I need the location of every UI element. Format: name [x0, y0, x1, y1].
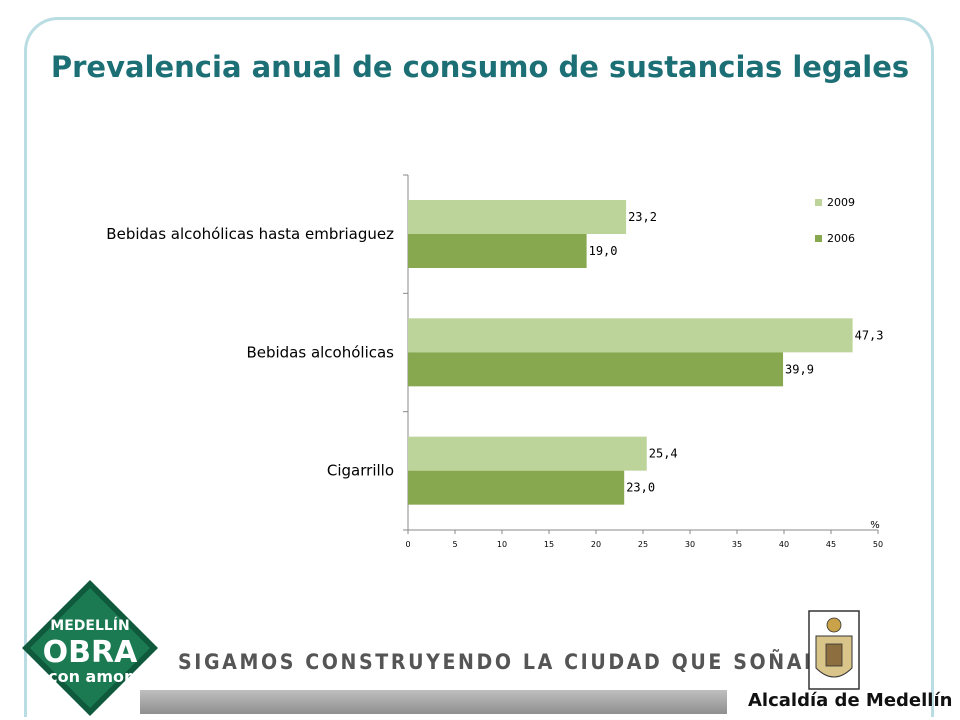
data-label: 25,4 [649, 447, 678, 461]
legend-swatch-2009 [815, 199, 822, 206]
footer-stripe [140, 690, 727, 714]
x-tick-label: 15 [544, 540, 554, 549]
alcaldia-label: Alcaldía de Medellín [748, 690, 953, 711]
medellin-obra-logo: MEDELLÍN OBRA con amor [22, 580, 158, 716]
category-label: Bebidas alcohólicas hasta embriaguez [106, 225, 394, 243]
data-label: 19,0 [589, 244, 618, 258]
x-tick-label: 25 [638, 540, 648, 549]
category-label: Cigarrillo [327, 462, 394, 480]
legend-swatch-2006 [815, 235, 822, 242]
x-tick-label: 20 [591, 540, 601, 549]
x-tick-label: 35 [732, 540, 742, 549]
bar-2006 [408, 234, 587, 268]
slide-frame [24, 17, 934, 717]
bar-2009 [408, 436, 647, 471]
bar-2006 [408, 352, 784, 387]
x-tick-label: 0 [405, 540, 410, 549]
x-tick-label: 45 [826, 540, 836, 549]
legend-label-2006: 2006 [827, 232, 855, 245]
logo-line1: MEDELLÍN [50, 617, 129, 634]
x-tick-label: 5 [452, 540, 457, 549]
logo-line3: con amor [48, 667, 132, 686]
logo-line2: OBRA [43, 635, 138, 670]
coat-of-arms-icon [808, 610, 860, 690]
x-unit-label: % [870, 520, 880, 531]
bar-2006 [408, 470, 625, 505]
x-tick-label: 30 [685, 540, 695, 549]
x-tick-label: 10 [497, 540, 507, 549]
category-label: Bebidas alcohólicas [246, 343, 394, 361]
slide-title: Prevalencia anual de consumo de sustanci… [50, 50, 910, 84]
x-tick-label: 40 [779, 540, 789, 549]
bar-2009 [408, 200, 627, 234]
data-label: 23,2 [628, 210, 657, 224]
data-label: 47,3 [855, 328, 884, 342]
slogan-text: SIGAMOS CONSTRUYENDO LA CIUDAD QUE SOÑAM… [178, 650, 861, 675]
data-label: 23,0 [626, 481, 655, 495]
legend-label-2009: 2009 [827, 196, 855, 209]
bar-2009 [408, 318, 853, 353]
x-tick-label: 50 [873, 540, 883, 549]
data-label: 39,9 [785, 362, 814, 376]
